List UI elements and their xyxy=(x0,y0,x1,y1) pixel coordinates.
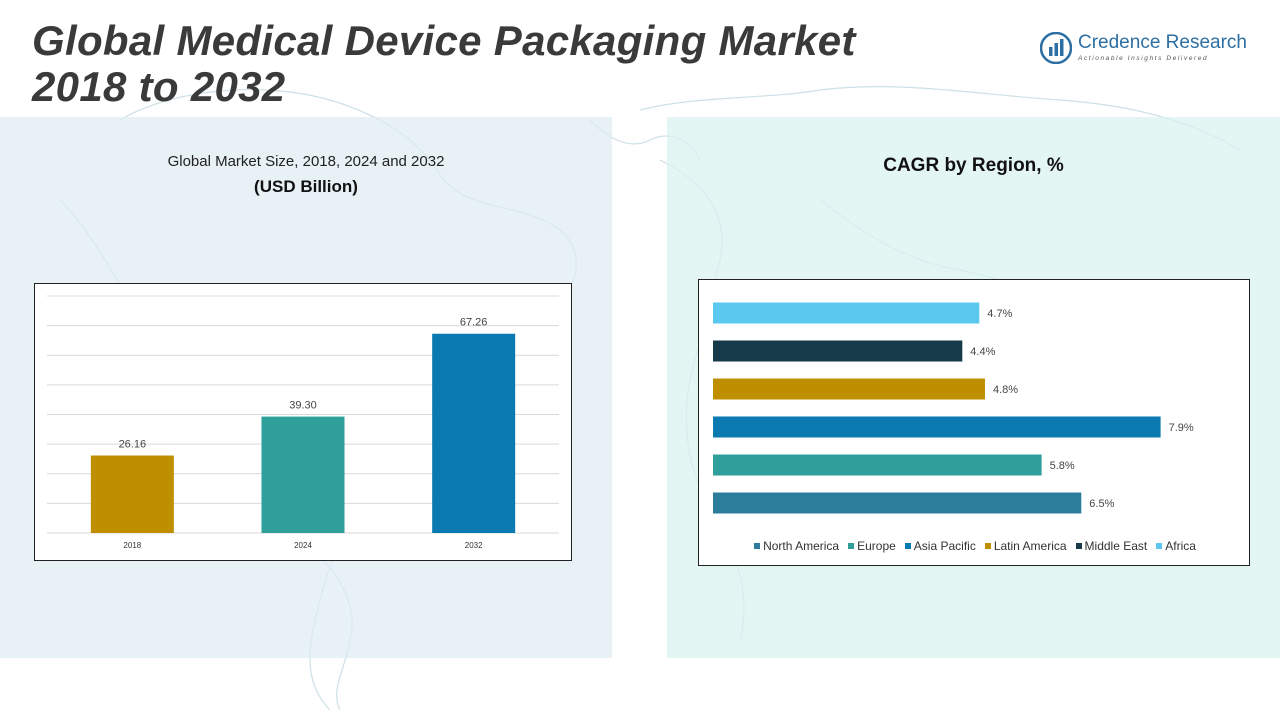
cagr-bar-latin-america xyxy=(713,378,985,400)
legend-label: North America xyxy=(763,539,840,553)
legend-swatch xyxy=(754,543,761,549)
title-line-2: 2018 to 2032 xyxy=(32,63,286,110)
cagr-value-label: 4.8% xyxy=(993,384,1018,396)
legend-label: Europe xyxy=(857,539,896,553)
cagr-value-label: 6.5% xyxy=(1089,498,1114,510)
legend-label: Latin America xyxy=(993,539,1067,553)
cagr-chart-title: CAGR by Region, % xyxy=(883,155,1064,176)
cagr-value-label: 4.4% xyxy=(970,346,995,358)
legend-swatch xyxy=(904,543,911,549)
legend-item-europe: Europe xyxy=(848,539,896,553)
title-line-1: Global Medical Device Packaging Market xyxy=(32,17,856,64)
market-size-chart-title: Global Market Size, 2018, 2024 and 2032 xyxy=(167,153,445,170)
cagr-bar-north-america xyxy=(713,492,1082,514)
cagr-bar-africa xyxy=(713,302,980,324)
market-size-bar-chart: 26.16 2018 39.30 2024 67.26 2032 xyxy=(47,295,559,550)
cagr-value-label: 7.9% xyxy=(1169,422,1194,434)
legend-swatch xyxy=(1075,543,1082,549)
market-size-chart-subtitle: (USD Billion) xyxy=(254,177,358,196)
cagr-horizontal-bar-chart: 4.7% 4.4% 4.8% 7.9% 5.8% 6.5% xyxy=(713,302,1194,514)
legend-label: Africa xyxy=(1165,539,1196,553)
legend-swatch xyxy=(1156,543,1163,549)
cagr-bar-asia-pacific xyxy=(713,416,1161,438)
cagr-legend: North America Europe Asia Pacific Latin Ame… xyxy=(699,539,1251,553)
bar-2018 xyxy=(90,455,174,533)
cagr-chart: 4.7% 4.4% 4.8% 7.9% 5.8% 6.5% North America Eu… xyxy=(698,279,1250,566)
logo-tagline: Actionable Insights Delivered xyxy=(1078,55,1209,62)
logo-chart-icon xyxy=(1040,32,1072,64)
legend-item-north-america: North America xyxy=(754,539,839,553)
legend-label: Middle East xyxy=(1084,539,1148,553)
legend-swatch xyxy=(984,543,991,549)
bar-value-label: 39.30 xyxy=(289,400,317,412)
market-size-chart: 26.16 2018 39.30 2024 67.26 2032 xyxy=(34,283,572,561)
legend-item-asia-pacific: Asia Pacific xyxy=(904,539,976,553)
cagr-value-label: 5.8% xyxy=(1050,460,1075,472)
legend-label: Asia Pacific xyxy=(913,539,976,553)
legend-item-middle-east: Middle East xyxy=(1075,539,1148,553)
cagr-bar-europe xyxy=(713,454,1042,476)
legend-item-africa: Africa xyxy=(1156,539,1196,553)
logo-name: Credence Research xyxy=(1078,32,1247,53)
legend-item-latin-america: Latin America xyxy=(984,539,1067,553)
bar-2032 xyxy=(432,333,516,533)
page-title: Global Medical Device Packaging Market 2… xyxy=(32,18,932,110)
bar-value-label: 67.26 xyxy=(460,317,488,329)
cagr-bar-middle-east xyxy=(713,340,963,362)
x-tick-label: 2024 xyxy=(294,541,312,550)
cagr-value-label: 4.7% xyxy=(987,308,1012,320)
bar-2024 xyxy=(261,416,345,533)
x-tick-label: 2018 xyxy=(123,541,141,550)
credence-research-logo: Credence Research Actionable Insights De… xyxy=(1040,30,1260,70)
x-tick-label: 2032 xyxy=(465,541,483,550)
bar-value-label: 26.16 xyxy=(119,439,147,451)
legend-swatch xyxy=(848,543,855,549)
